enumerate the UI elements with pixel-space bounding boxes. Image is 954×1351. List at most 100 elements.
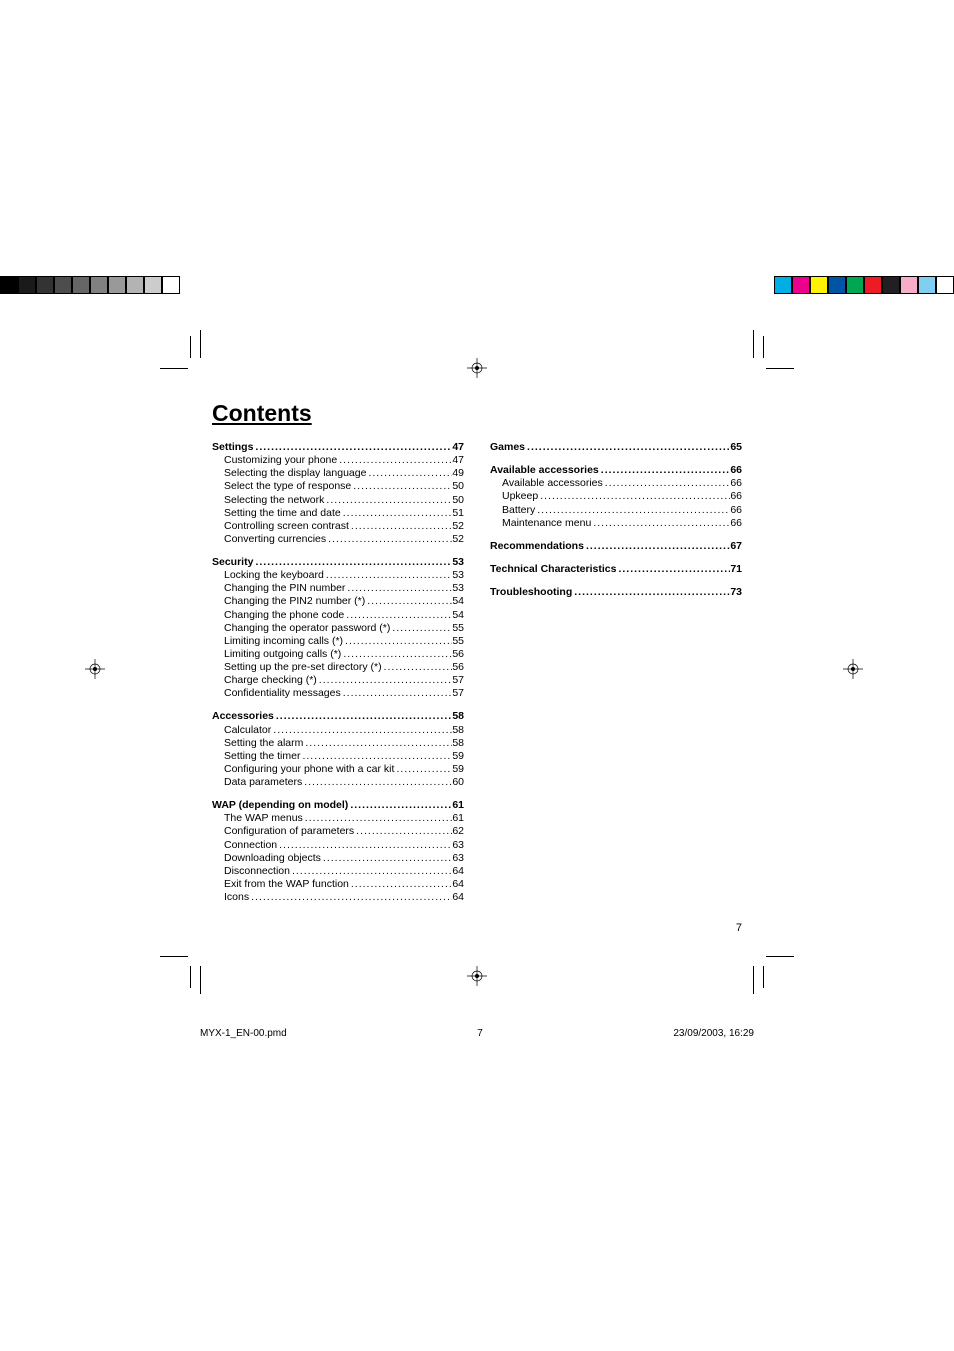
- toc-entry: Exit from the WAP function 64: [212, 878, 464, 891]
- toc-page-number: 55: [452, 622, 464, 635]
- toc-label: Setting the time and date: [224, 507, 341, 520]
- toc-entry: Limiting incoming calls (*) 55: [212, 635, 464, 648]
- swatch: [810, 276, 828, 294]
- swatch: [918, 276, 936, 294]
- toc-page-number: 58: [452, 724, 464, 737]
- toc-page-number: 63: [452, 839, 464, 852]
- toc-page-number: 58: [452, 737, 464, 750]
- toc-page-number: 71: [730, 563, 742, 576]
- toc-leader-dots: [277, 839, 452, 852]
- toc-page-number: 66: [730, 490, 742, 503]
- registration-mark-icon: [467, 358, 487, 378]
- swatch: [18, 276, 36, 294]
- toc-entry: Changing the PIN number 53: [212, 582, 464, 595]
- footer-filename: MYX-1_EN-00.pmd: [200, 1028, 287, 1039]
- toc-columns: Settings 47Customizing your phone 47 Sele…: [212, 441, 742, 904]
- toc-leader-dots: [249, 891, 452, 904]
- toc-label: Select the type of response: [224, 480, 351, 493]
- toc-entry: Limiting outgoing calls (*) 56: [212, 648, 464, 661]
- toc-entry: Customizing your phone 47: [212, 454, 464, 467]
- toc-entry: Setting the alarm 58: [212, 737, 464, 750]
- toc-label: Security: [212, 556, 253, 569]
- toc-entry: Confidentiality messages 57: [212, 687, 464, 700]
- toc-leader-dots: [271, 724, 452, 737]
- toc-entry: Downloading objects 63: [212, 852, 464, 865]
- toc-section-head: Accessories 58: [212, 710, 464, 723]
- toc-label: Exit from the WAP function: [224, 878, 349, 891]
- toc-page-number: 64: [452, 865, 464, 878]
- toc-entry: Icons 64: [212, 891, 464, 904]
- toc-leader-dots: [616, 563, 730, 576]
- toc-label: Downloading objects: [224, 852, 321, 865]
- toc-entry: Upkeep 66: [490, 490, 742, 503]
- toc-label: Locking the keyboard: [224, 569, 324, 582]
- toc-entry: Changing the PIN2 number (*) 54: [212, 595, 464, 608]
- toc-leader-dots: [303, 737, 452, 750]
- toc-leader-dots: [290, 865, 452, 878]
- toc-label: Confidentiality messages: [224, 687, 341, 700]
- swatch: [900, 276, 918, 294]
- toc-label: Setting the alarm: [224, 737, 303, 750]
- toc-page-number: 53: [452, 582, 464, 595]
- toc-entry: Converting currencies 52: [212, 533, 464, 546]
- toc-label: Changing the phone code: [224, 609, 344, 622]
- toc-leader-dots: [535, 504, 730, 517]
- page-title: Contents: [212, 400, 742, 427]
- toc-label: Changing the operator password (*): [224, 622, 390, 635]
- swatch: [144, 276, 162, 294]
- page-number: 7: [736, 922, 742, 934]
- toc-leader-dots: [326, 533, 452, 546]
- registration-mark-icon: [843, 659, 863, 679]
- toc-page-number: 61: [452, 799, 464, 812]
- toc-leader-dots: [390, 622, 452, 635]
- toc-page-number: 47: [452, 441, 464, 454]
- footer-page: 7: [287, 1028, 674, 1039]
- toc-page-number: 66: [730, 477, 742, 490]
- toc-label: Settings: [212, 441, 253, 454]
- toc-page-number: 66: [730, 464, 742, 477]
- toc-entry: Battery 66: [490, 504, 742, 517]
- swatch: [90, 276, 108, 294]
- toc-entry: Calculator 58: [212, 724, 464, 737]
- toc-page-number: 49: [452, 467, 464, 480]
- toc-page-number: 64: [452, 891, 464, 904]
- toc-entry: Locking the keyboard 53: [212, 569, 464, 582]
- toc-leader-dots: [337, 454, 452, 467]
- toc-entry: Connection 63: [212, 839, 464, 852]
- toc-leader-dots: [302, 776, 452, 789]
- toc-entry: Charge checking (*) 57: [212, 674, 464, 687]
- toc-label: Customizing your phone: [224, 454, 337, 467]
- toc-entry: Setting the timer 59: [212, 750, 464, 763]
- swatch: [828, 276, 846, 294]
- swatch: [0, 276, 18, 294]
- color-calibration-bars: [0, 276, 954, 294]
- toc-leader-dots: [341, 648, 452, 661]
- toc-leader-dots: [349, 878, 452, 891]
- toc-label: The WAP menus: [224, 812, 303, 825]
- footer: MYX-1_EN-00.pmd 7 23/09/2003, 16:29: [200, 1028, 754, 1039]
- toc-leader-dots: [599, 464, 731, 477]
- footer-datetime: 23/09/2003, 16:29: [673, 1028, 754, 1039]
- toc-page-number: 57: [452, 674, 464, 687]
- toc-page-number: 51: [452, 507, 464, 520]
- toc-page-number: 63: [452, 852, 464, 865]
- toc-label: Recommendations: [490, 540, 584, 553]
- toc-page-number: 59: [452, 763, 464, 776]
- toc-label: Upkeep: [502, 490, 538, 503]
- toc-leader-dots: [351, 480, 452, 493]
- toc-page-number: 61: [452, 812, 464, 825]
- swatch: [846, 276, 864, 294]
- toc-page-number: 66: [730, 517, 742, 530]
- toc-leader-dots: [365, 595, 452, 608]
- toc-leader-dots: [321, 852, 452, 865]
- toc-entry: Data parameters 60: [212, 776, 464, 789]
- toc-label: Selecting the network: [224, 494, 324, 507]
- swatch: [882, 276, 900, 294]
- toc-label: WAP (depending on model): [212, 799, 348, 812]
- toc-leader-dots: [317, 674, 453, 687]
- toc-leader-dots: [303, 812, 453, 825]
- swatch: [126, 276, 144, 294]
- toc-label: Converting currencies: [224, 533, 326, 546]
- toc-leader-dots: [324, 569, 452, 582]
- toc-label: Games: [490, 441, 525, 454]
